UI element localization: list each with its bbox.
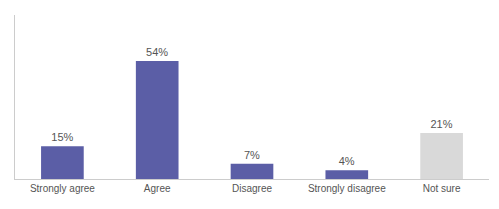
svg-text:54%: 54% (146, 46, 168, 58)
svg-text:21%: 21% (430, 118, 452, 130)
svg-text:Not sure: Not sure (423, 183, 461, 194)
svg-text:Strongly agree: Strongly agree (30, 183, 95, 194)
svg-text:4%: 4% (339, 155, 355, 167)
svg-text:7%: 7% (244, 149, 260, 161)
svg-text:Strongly disagree: Strongly disagree (308, 183, 386, 194)
svg-text:15%: 15% (51, 131, 73, 143)
svg-text:Agree: Agree (144, 183, 171, 194)
svg-text:Disagree: Disagree (232, 183, 272, 194)
